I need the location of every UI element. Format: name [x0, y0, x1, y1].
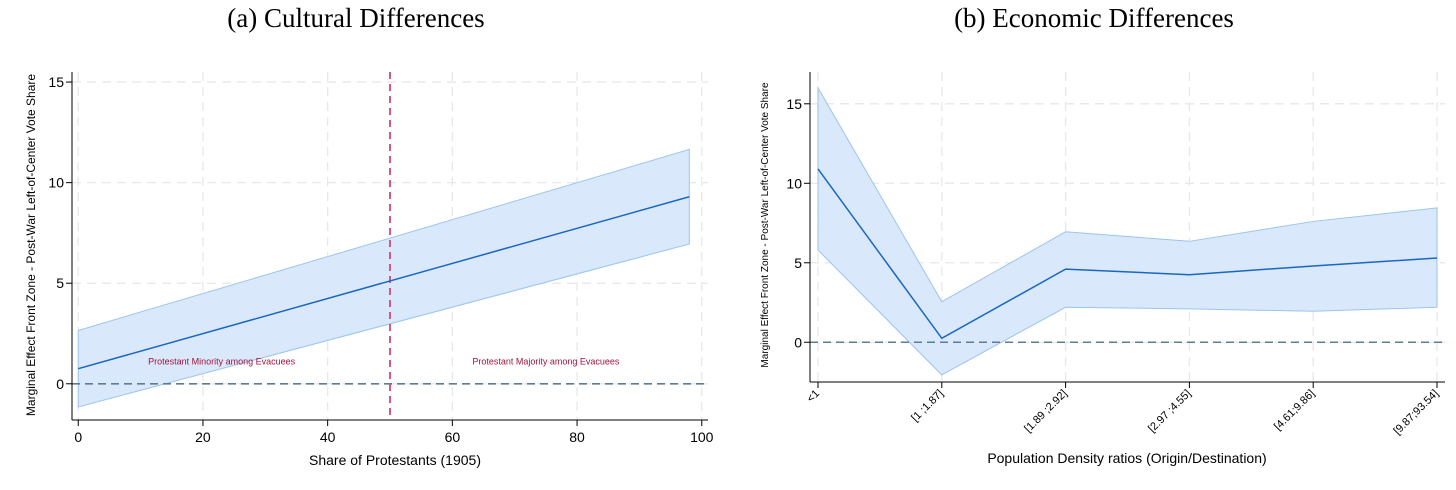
panel-b-confidence-band-group — [817, 86, 1438, 376]
panel-a-x-tick-label: 20 — [195, 429, 211, 445]
panel-a-y-tick-label: 5 — [56, 275, 64, 291]
panel-b-y-tick-label: 5 — [794, 255, 802, 271]
panel-b-y-tick-label: 0 — [794, 334, 802, 350]
panel-a-x-tick-label: 80 — [569, 429, 585, 445]
panel-a-axes — [66, 72, 708, 426]
panel-a-x-tick-label: 40 — [320, 429, 336, 445]
panel-a-tick-labels: 0 20 40 60 80 100 0 5 10 15 — [48, 74, 713, 445]
panel-a-y-axis-label: Marginal Effect Front Zone - Post-War Le… — [24, 74, 38, 416]
panel-b-x-tick-label: [1.89 ;2.92] — [1022, 388, 1069, 435]
panel-b-y-tick-label: 15 — [786, 96, 802, 112]
panel-b-x-tick-label: [2.97 ;4.55] — [1146, 388, 1193, 435]
panel-a-confidence-band — [77, 148, 690, 408]
panel-cultural-differences: (a) Cultural Differences Protestant Mino… — [24, 3, 714, 468]
panel-b-x-tick-label: [1 ;1.87] — [909, 388, 946, 425]
panel-a-x-axis-label: Share of Protestants (1905) — [309, 452, 481, 468]
panel-a-annotation-majority: Protestant Majority among Evacuees — [472, 357, 620, 367]
panel-b-x-tick-label: [4.61;9.86] — [1272, 388, 1317, 433]
panel-b-title: (b) Economic Differences — [954, 3, 1234, 33]
panel-b-x-axis-label: Population Density ratios (Origin/Destin… — [987, 450, 1266, 466]
panel-b-y-tick-label: 10 — [786, 175, 802, 191]
panel-a-estimate-line — [78, 195, 690, 370]
panel-a-estimate-group — [78, 195, 690, 370]
panel-a-title: (a) Cultural Differences — [227, 3, 484, 33]
panel-b-confidence-band — [817, 86, 1438, 376]
panel-a-y-tick-label: 10 — [48, 175, 64, 191]
panel-a-reference-lines — [72, 72, 708, 420]
panel-a-y-tick-label: 15 — [48, 74, 64, 90]
panel-a-annotation-minority: Protestant Minority among Evacuees — [148, 357, 296, 367]
panel-b-estimate-group — [817, 168, 1438, 340]
panel-a-x-tick-label: 60 — [445, 429, 461, 445]
panel-b-x-tick-label: <1 — [805, 388, 822, 405]
panel-a-y-tick-label: 0 — [56, 376, 64, 392]
panel-a-x-tick-label: 0 — [74, 429, 82, 445]
panel-economic-differences: (b) Economic Differences 0 5 10 15 <1 [1 ;1.8… — [760, 3, 1445, 466]
panel-b-y-axis-label: Marginal Effect Front Zone - Post-War Le… — [760, 82, 771, 368]
panel-a-x-tick-label: 100 — [690, 429, 714, 445]
panel-b-axes — [804, 72, 1445, 388]
panel-b-x-tick-label: [9.87;93.54] — [1392, 388, 1442, 438]
panel-a-annotations: Protestant Minority among Evacuees Protes… — [148, 357, 620, 367]
panel-a-confidence-band-group — [77, 148, 690, 408]
panel-b-estimate-line — [817, 168, 1438, 340]
